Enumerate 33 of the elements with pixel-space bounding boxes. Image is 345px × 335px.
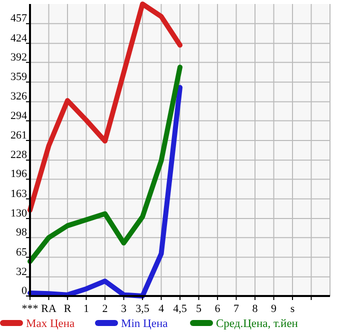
x-tick-label: 6 (214, 303, 221, 315)
x-tick-label: 2 (102, 303, 108, 315)
y-tick-label: 424 (10, 32, 28, 44)
y-tick-label: 228 (10, 149, 28, 162)
y-tick-label: 294 (10, 110, 28, 122)
x-tick-label: 4 (158, 303, 164, 315)
y-tick-label: 196 (10, 168, 28, 180)
x-tick-label: 1 (84, 303, 89, 315)
y-tick-label: 261 (10, 129, 27, 142)
x-tick-label: *** (22, 303, 38, 315)
y-tick-label: 0 (22, 285, 28, 297)
y-tick-label: 359 (10, 71, 28, 84)
x-tick-label: R (64, 303, 72, 315)
x-tick-label: RA (41, 303, 56, 315)
y-tick-label: 326 (10, 90, 28, 103)
y-tick-label: 163 (10, 188, 28, 200)
x-tick-label: 5 (196, 303, 202, 315)
x-tick-label: 8 (252, 303, 258, 315)
legend-label: Сред.Цена, т.йен (216, 318, 298, 330)
legend-label: Min Цена (121, 318, 168, 330)
x-tick-label: 9 (271, 303, 277, 315)
y-tick-label: 32 (16, 266, 27, 278)
x-tick-label: s (290, 303, 295, 315)
x-tick-label: 3 (121, 303, 127, 315)
x-tick-label: 3,5 (136, 303, 150, 315)
y-tick-label: 457 (10, 12, 28, 25)
y-tick-label: 65 (16, 246, 28, 258)
y-tick-label: 392 (10, 51, 27, 64)
x-tick-label: 7 (234, 303, 240, 315)
y-tick-label: 130 (10, 208, 28, 220)
y-tick-label: 98 (16, 226, 28, 239)
x-tick-label: 4,5 (173, 303, 188, 315)
legend-label: Max Цена (26, 318, 75, 330)
